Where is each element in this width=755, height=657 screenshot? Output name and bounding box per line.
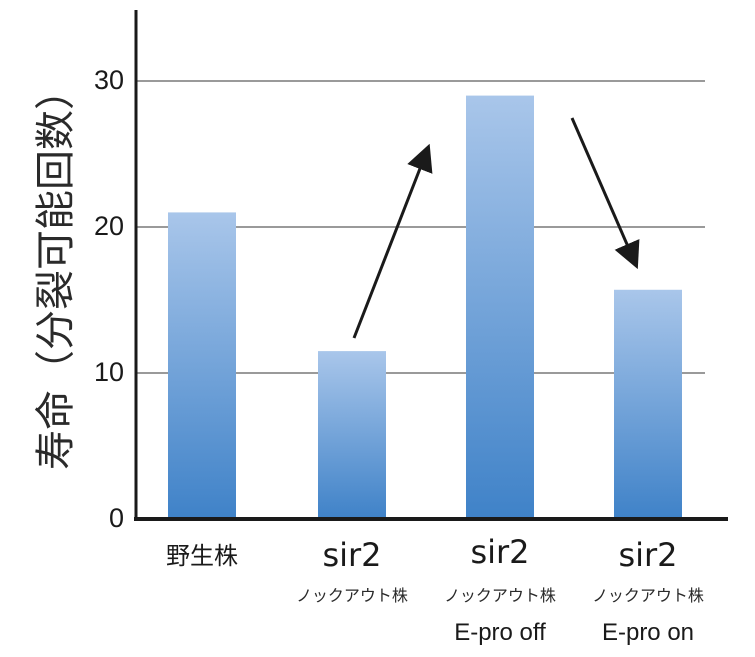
category-sublabel-3: ノックアウト株 — [444, 586, 556, 605]
category-note-4: E-pro on — [602, 619, 694, 646]
annotation-arrows — [352, 117, 640, 339]
category-sublabel-4: ノックアウト株 — [592, 586, 704, 605]
bar-3 — [466, 95, 534, 519]
y-tick-labels: 0 10 20 30 — [94, 65, 124, 533]
y-tick-label-30: 30 — [94, 65, 124, 95]
bar-4 — [614, 289, 682, 519]
bar-2 — [318, 351, 386, 519]
bars — [168, 95, 682, 519]
category-label-1: 野生株 — [166, 542, 238, 570]
y-tick-label-0: 0 — [109, 503, 124, 533]
bar-1 — [168, 212, 236, 519]
category-label-2: sir2 — [322, 536, 381, 574]
increase-arrow — [352, 143, 433, 339]
category-sublabel-2: ノックアウト株 — [296, 586, 408, 605]
y-tick-label-10: 10 — [94, 357, 124, 387]
category-label-3: sir2 — [470, 533, 529, 571]
y-axis-label: 寿命（分裂可能回数） — [33, 70, 79, 470]
y-tick-label-20: 20 — [94, 211, 124, 241]
category-note-3: E-pro off — [454, 619, 546, 646]
decrease-arrow — [570, 117, 640, 270]
category-labels: 野生株 sir2 ノックアウト株 sir2 ノックアウト株 E-pro off sir2 ノッ… — [166, 533, 704, 646]
category-label-4: sir2 — [618, 536, 677, 574]
axes — [134, 10, 728, 521]
